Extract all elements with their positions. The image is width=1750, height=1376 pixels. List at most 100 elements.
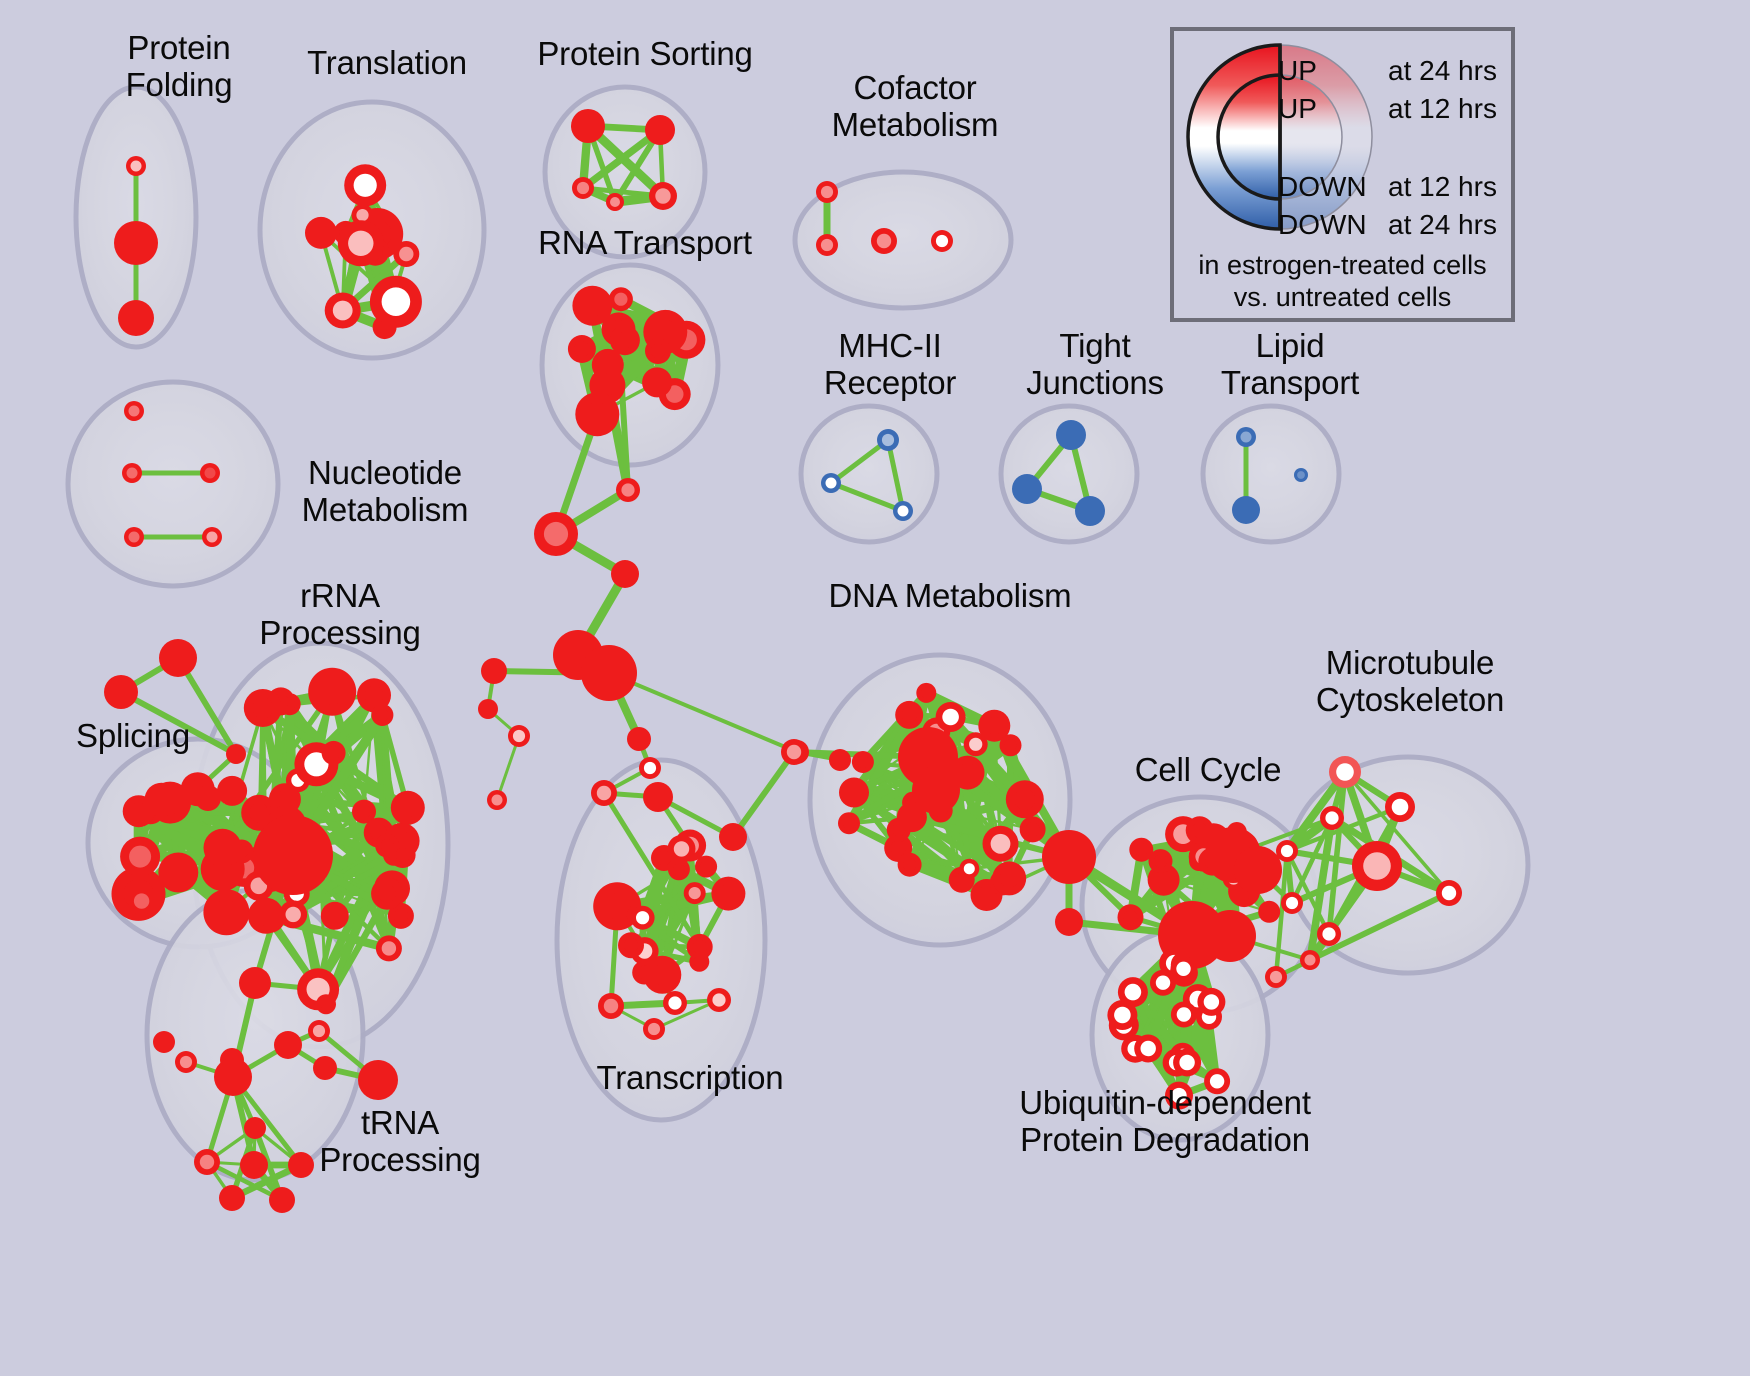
network-node[interactable] (478, 699, 498, 719)
network-node[interactable] (608, 287, 633, 312)
network-node[interactable] (118, 300, 154, 336)
network-node[interactable] (159, 639, 197, 677)
network-node[interactable] (639, 757, 661, 779)
network-node[interactable] (1276, 840, 1298, 862)
network-node[interactable] (158, 852, 199, 893)
network-node[interactable] (1055, 908, 1083, 936)
network-node[interactable] (122, 463, 142, 483)
network-node[interactable] (253, 815, 333, 895)
network-node[interactable] (963, 732, 988, 757)
network-node[interactable] (643, 782, 673, 812)
network-node[interactable] (643, 1018, 665, 1040)
network-node[interactable] (581, 645, 637, 701)
network-node[interactable] (1204, 910, 1256, 962)
network-node[interactable] (390, 790, 425, 825)
network-node[interactable] (1056, 420, 1086, 450)
network-node[interactable] (316, 994, 336, 1015)
network-node[interactable] (352, 799, 376, 824)
network-node[interactable] (642, 367, 673, 398)
network-node[interactable] (896, 802, 927, 833)
network-node[interactable] (719, 823, 747, 851)
network-node[interactable] (244, 1117, 266, 1139)
network-node[interactable] (591, 780, 617, 806)
network-node[interactable] (839, 777, 869, 808)
network-node[interactable] (481, 658, 507, 684)
network-node[interactable] (851, 751, 874, 773)
network-node[interactable] (571, 109, 605, 143)
network-node[interactable] (982, 825, 1019, 862)
network-node[interactable] (371, 704, 394, 726)
network-node[interactable] (1148, 849, 1173, 874)
network-node[interactable] (912, 766, 960, 814)
network-node[interactable] (838, 812, 860, 835)
network-node[interactable] (1165, 1081, 1193, 1110)
network-node[interactable] (1170, 1001, 1197, 1028)
network-node[interactable] (978, 709, 1011, 742)
network-node[interactable] (999, 734, 1022, 757)
network-node[interactable] (240, 1151, 268, 1179)
network-node[interactable] (591, 348, 624, 381)
network-node[interactable] (893, 501, 913, 521)
network-node[interactable] (611, 560, 639, 588)
network-node[interactable] (358, 1060, 398, 1100)
network-node[interactable] (829, 749, 851, 771)
network-node[interactable] (992, 861, 1027, 896)
network-node[interactable] (618, 932, 644, 959)
network-node[interactable] (144, 782, 179, 817)
network-node[interactable] (871, 228, 897, 254)
network-node[interactable] (711, 876, 746, 911)
network-node[interactable] (203, 889, 250, 936)
network-node[interactable] (1173, 1048, 1202, 1077)
network-node[interactable] (308, 667, 357, 716)
network-node[interactable] (200, 463, 220, 483)
network-node[interactable] (305, 216, 337, 249)
network-node[interactable] (567, 335, 596, 363)
network-node[interactable] (114, 221, 158, 265)
network-node[interactable] (393, 241, 420, 267)
network-node[interactable] (1258, 900, 1281, 923)
network-node[interactable] (487, 790, 507, 810)
network-node[interactable] (1236, 427, 1256, 447)
network-node[interactable] (195, 785, 221, 811)
network-node[interactable] (1117, 977, 1148, 1008)
network-node[interactable] (1352, 841, 1402, 891)
network-node[interactable] (1129, 837, 1154, 862)
network-node[interactable] (616, 478, 640, 502)
network-node[interactable] (1019, 816, 1046, 843)
network-node[interactable] (1012, 474, 1042, 504)
network-node[interactable] (897, 852, 922, 877)
network-node[interactable] (695, 855, 718, 878)
network-node[interactable] (816, 181, 838, 203)
network-node[interactable] (630, 905, 655, 930)
network-node[interactable] (288, 1152, 314, 1178)
network-node[interactable] (1197, 987, 1226, 1016)
network-node[interactable] (643, 955, 682, 994)
network-node[interactable] (683, 882, 706, 905)
network-node[interactable] (351, 204, 374, 227)
network-node[interactable] (950, 755, 985, 790)
network-node[interactable] (203, 828, 242, 867)
network-node[interactable] (202, 527, 222, 547)
network-node[interactable] (243, 689, 282, 727)
network-node[interactable] (344, 164, 387, 207)
network-node[interactable] (126, 156, 146, 176)
network-node[interactable] (387, 902, 414, 929)
network-node[interactable] (916, 682, 937, 703)
network-node[interactable] (689, 951, 710, 972)
network-node[interactable] (1317, 922, 1341, 946)
network-node[interactable] (1204, 1068, 1231, 1095)
network-node[interactable] (194, 1149, 220, 1175)
network-node[interactable] (663, 991, 687, 1015)
network-node[interactable] (781, 739, 807, 765)
network-node[interactable] (321, 740, 346, 765)
network-node[interactable] (104, 675, 138, 709)
network-node[interactable] (1294, 468, 1308, 482)
network-node[interactable] (214, 1058, 252, 1096)
network-node[interactable] (372, 315, 397, 340)
network-node[interactable] (269, 1187, 295, 1213)
network-node[interactable] (153, 1031, 175, 1053)
network-node[interactable] (821, 473, 841, 493)
network-node[interactable] (935, 702, 966, 732)
network-node[interactable] (357, 678, 391, 713)
network-node[interactable] (959, 858, 980, 879)
